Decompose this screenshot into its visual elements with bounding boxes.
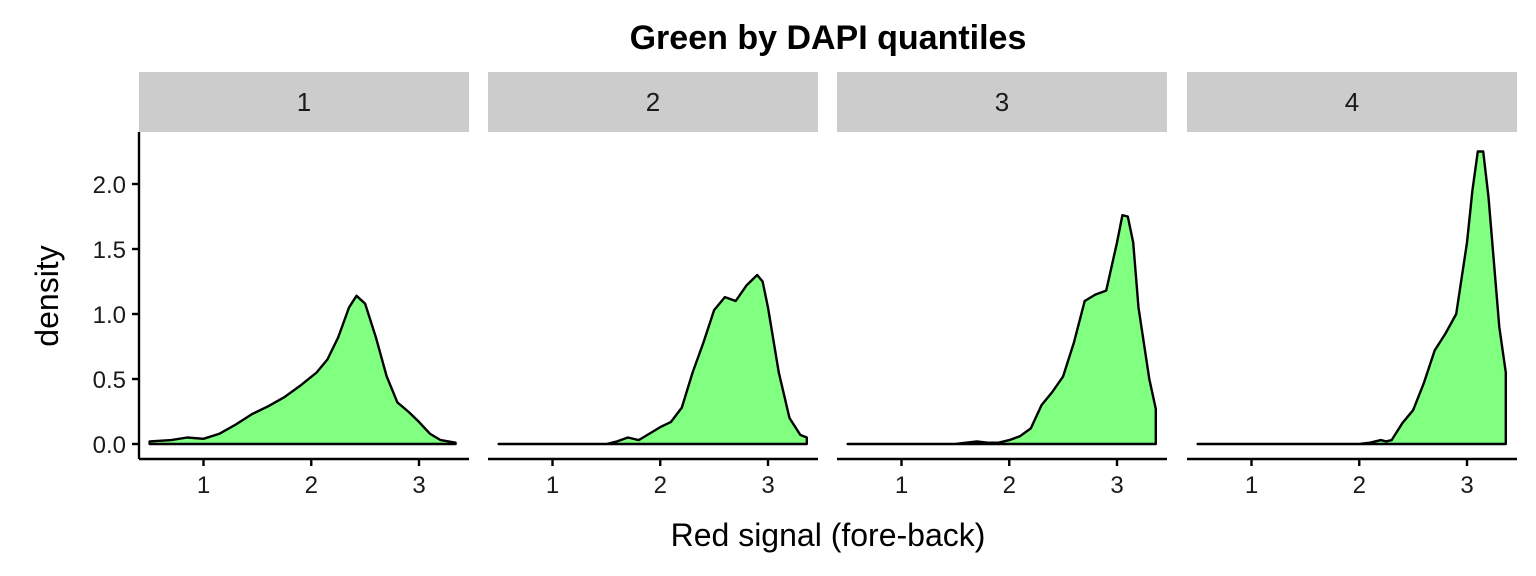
- y-tick-label: 2.0: [93, 172, 126, 199]
- facet-strip-2: [488, 72, 818, 132]
- y-axis: 0.0 0.5 1.0 1.5 2.0: [93, 132, 141, 459]
- y-tick-label: 0.0: [93, 432, 126, 459]
- facet-strip-label: 3: [995, 87, 1009, 117]
- chart-title: Green by DAPI quantiles: [630, 19, 1027, 57]
- x-tick-label: 3: [761, 472, 774, 499]
- facet-strip-label: 2: [646, 87, 660, 117]
- x-tick-label: 1: [197, 472, 210, 499]
- x-tick-label: 2: [305, 472, 318, 499]
- facet-panel-3: 3 1 2 3: [837, 72, 1167, 499]
- x-tick-label: 2: [1353, 472, 1366, 499]
- x-tick-label: 3: [412, 472, 425, 499]
- density-area-1: [148, 294, 457, 446]
- x-axis-title: Red signal (fore-back): [671, 517, 986, 553]
- x-tick-label: 1: [546, 472, 559, 499]
- facet-panel-4: 4 1 2 3: [1187, 72, 1517, 499]
- facet-panel-1: 1 1 2 3: [139, 72, 469, 499]
- y-tick-label: 0.5: [93, 367, 126, 394]
- facet-strip-label: 4: [1345, 87, 1359, 117]
- x-tick-label: 1: [1245, 472, 1258, 499]
- facet-strip-4: [1187, 72, 1517, 132]
- facet-strip-1: [139, 72, 469, 132]
- y-tick-label: 1.5: [93, 237, 126, 264]
- facet-panel-2: 2 1 2 3: [488, 72, 818, 499]
- density-area-2: [497, 273, 808, 446]
- x-tick-label: 2: [654, 472, 667, 499]
- x-tick-label: 3: [1110, 472, 1123, 499]
- x-tick-label: 1: [895, 472, 908, 499]
- panels-group: 1 1 2 3 2 1 2 3 3 1 2 3 4 1 2 3: [139, 72, 1517, 499]
- density-area-4: [1196, 150, 1507, 446]
- facet-strip-3: [837, 72, 1167, 132]
- x-tick-label: 2: [1003, 472, 1016, 499]
- y-axis-title: density: [29, 245, 65, 346]
- y-tick-label: 1.0: [93, 302, 126, 329]
- x-tick-label: 3: [1460, 472, 1473, 499]
- density-area-3: [846, 214, 1157, 446]
- facet-strip-label: 1: [297, 87, 311, 117]
